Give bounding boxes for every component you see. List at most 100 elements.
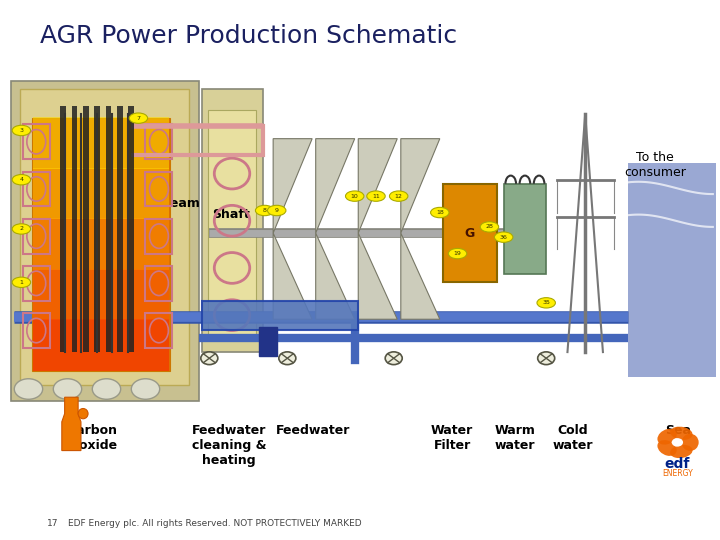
Bar <box>23 313 50 348</box>
Ellipse shape <box>53 379 81 399</box>
Text: AGR Power Production Schematic: AGR Power Production Schematic <box>40 24 456 48</box>
Bar <box>23 172 50 206</box>
Ellipse shape <box>12 174 31 185</box>
Bar <box>128 106 134 352</box>
Text: Warm
water: Warm water <box>495 424 535 452</box>
Text: Shaft: Shaft <box>212 208 250 221</box>
Ellipse shape <box>449 248 467 259</box>
Bar <box>33 117 169 168</box>
Bar <box>72 106 78 352</box>
Text: 12: 12 <box>395 194 402 199</box>
Text: 10: 10 <box>351 194 359 199</box>
Bar <box>145 219 173 254</box>
Text: 11: 11 <box>372 194 380 199</box>
Text: EDF Energy plc. All rights Reserved. NOT PROTECTIVELY MARKED: EDF Energy plc. All rights Reserved. NOT… <box>68 519 362 528</box>
Bar <box>33 218 169 269</box>
Text: edf: edf <box>665 457 690 471</box>
Ellipse shape <box>657 440 677 456</box>
Bar <box>23 219 50 254</box>
Bar <box>20 90 189 385</box>
Ellipse shape <box>129 113 148 123</box>
Text: Steam: Steam <box>155 197 199 210</box>
Ellipse shape <box>390 191 408 201</box>
Ellipse shape <box>346 191 364 201</box>
Ellipse shape <box>256 205 274 215</box>
Circle shape <box>385 352 402 365</box>
Bar <box>145 266 173 301</box>
Polygon shape <box>315 139 355 233</box>
Polygon shape <box>359 139 397 233</box>
Ellipse shape <box>78 409 88 419</box>
Bar <box>33 268 169 320</box>
Bar <box>444 184 497 282</box>
Ellipse shape <box>682 434 698 451</box>
Ellipse shape <box>12 277 31 287</box>
Bar <box>94 106 100 352</box>
Bar <box>628 163 716 377</box>
Ellipse shape <box>670 427 693 440</box>
Bar <box>145 313 173 348</box>
Circle shape <box>672 438 683 447</box>
Polygon shape <box>359 233 397 319</box>
Text: 9: 9 <box>275 208 279 213</box>
Polygon shape <box>401 233 440 319</box>
Text: 28: 28 <box>485 225 493 230</box>
Text: 17: 17 <box>47 519 58 528</box>
Polygon shape <box>273 233 312 319</box>
Text: 18: 18 <box>436 210 444 215</box>
Ellipse shape <box>131 379 160 399</box>
Ellipse shape <box>12 125 31 136</box>
Text: 36: 36 <box>500 235 508 240</box>
Bar <box>208 110 256 336</box>
Text: Carbon
dioxide: Carbon dioxide <box>66 424 118 452</box>
Text: Feedwater
cleaning &
heating: Feedwater cleaning & heating <box>192 424 266 467</box>
Polygon shape <box>62 397 81 450</box>
Text: 8: 8 <box>263 208 266 213</box>
Text: G: G <box>465 227 475 240</box>
Ellipse shape <box>92 379 121 399</box>
Bar <box>259 327 276 356</box>
Text: 35: 35 <box>542 300 550 305</box>
Text: Sea: Sea <box>665 424 691 437</box>
Text: Feedwater: Feedwater <box>276 424 351 437</box>
Bar <box>202 90 263 352</box>
Bar <box>106 106 112 352</box>
Ellipse shape <box>537 298 555 308</box>
Bar <box>32 118 171 370</box>
Bar <box>23 124 50 159</box>
Text: Water
Filter: Water Filter <box>431 424 473 452</box>
Circle shape <box>538 352 554 365</box>
Circle shape <box>279 352 296 365</box>
Polygon shape <box>401 139 440 233</box>
Text: To the
consumer: To the consumer <box>624 151 686 179</box>
Bar <box>33 167 169 219</box>
Text: Cold
water: Cold water <box>552 424 593 452</box>
Ellipse shape <box>366 191 385 201</box>
Text: 19: 19 <box>454 251 462 256</box>
Ellipse shape <box>12 224 31 234</box>
Text: 3: 3 <box>19 128 23 133</box>
Ellipse shape <box>480 222 499 232</box>
Bar <box>60 106 66 352</box>
Bar <box>202 301 359 329</box>
Bar <box>83 106 89 352</box>
Ellipse shape <box>495 232 513 242</box>
Bar <box>33 319 169 370</box>
Text: ENERGY: ENERGY <box>662 469 693 478</box>
Bar <box>504 184 546 274</box>
Text: 1: 1 <box>19 280 23 285</box>
Bar <box>11 81 199 401</box>
Bar <box>145 172 173 206</box>
Bar <box>117 106 123 352</box>
Polygon shape <box>273 139 312 233</box>
Ellipse shape <box>14 379 42 399</box>
Ellipse shape <box>267 205 286 215</box>
Text: 7: 7 <box>136 116 140 120</box>
Polygon shape <box>315 233 355 319</box>
Ellipse shape <box>670 445 693 458</box>
Text: 4: 4 <box>19 177 23 182</box>
Bar <box>23 266 50 301</box>
Circle shape <box>201 352 218 365</box>
Bar <box>145 124 173 159</box>
Ellipse shape <box>431 207 449 218</box>
